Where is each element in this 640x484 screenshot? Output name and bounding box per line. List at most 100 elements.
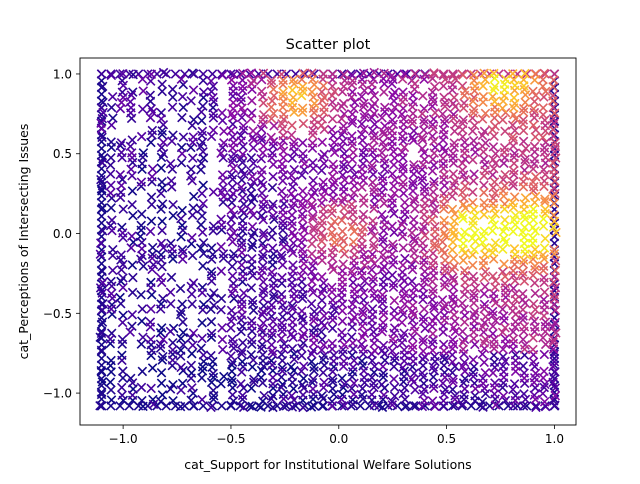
scatter-point <box>236 182 247 193</box>
scatter-point <box>158 119 169 130</box>
scatter-point <box>369 231 379 241</box>
scatter-point <box>447 204 458 215</box>
scatter-point <box>548 334 559 345</box>
scatter-point <box>550 141 561 152</box>
scatter-point <box>357 383 368 394</box>
scatter-point <box>359 301 370 311</box>
scatter-point <box>298 321 308 331</box>
scatter-point <box>287 371 297 382</box>
scatter-point <box>419 352 430 362</box>
scatter-point <box>186 142 196 153</box>
scatter-point <box>338 98 349 109</box>
scatter-point <box>469 298 479 308</box>
scatter-point <box>176 74 187 84</box>
scatter-point <box>450 390 460 401</box>
scatter-point <box>317 345 327 355</box>
scatter-point <box>187 289 197 299</box>
scatter-point <box>176 157 187 168</box>
scatter-point <box>417 172 428 182</box>
scatter-point <box>417 135 428 145</box>
scatter-point <box>519 210 530 221</box>
scatter-point <box>409 194 420 204</box>
scatter-point <box>389 227 399 238</box>
scatter-point <box>379 154 389 164</box>
scatter-point <box>440 231 451 241</box>
scatter-point <box>378 372 389 382</box>
scatter-point <box>176 213 186 224</box>
scatter-point <box>355 401 366 411</box>
scatter-point <box>359 124 369 135</box>
scatter-point <box>217 170 228 180</box>
scatter-point <box>528 222 538 233</box>
scatter-point <box>229 283 239 294</box>
scatter-point <box>418 337 429 348</box>
x-axis-ticks: −1.0 −0.5 0.0 0.5 1.0 <box>109 425 564 446</box>
scatter-point <box>317 295 327 306</box>
scatter-point <box>156 238 167 249</box>
scatter-point <box>176 333 186 344</box>
scatter-point <box>339 81 349 92</box>
scatter-point <box>480 367 491 378</box>
scatter-point <box>429 148 439 158</box>
scatter-point <box>337 215 347 226</box>
scatter-point <box>198 180 209 191</box>
scatter-point <box>96 211 107 221</box>
scatter-point <box>247 339 257 349</box>
scatter-point <box>156 142 167 153</box>
scatter-point <box>449 298 460 308</box>
scatter-point <box>178 102 189 113</box>
scatter-point <box>530 132 541 142</box>
scatter-point <box>348 237 359 247</box>
scatter-point <box>96 387 107 398</box>
scatter-point <box>450 74 460 84</box>
scatter-point <box>387 70 397 81</box>
scatter-point <box>549 108 560 118</box>
scatter-point <box>258 293 268 304</box>
scatter-point <box>468 371 479 382</box>
scatter-point <box>359 366 369 376</box>
scatter-point <box>458 213 468 224</box>
scatter-point <box>157 177 167 187</box>
scatter-point <box>227 390 238 400</box>
scatter-point <box>106 385 116 395</box>
scatter-point <box>339 154 350 164</box>
scatter-point <box>489 163 499 174</box>
scatter-point <box>417 368 428 378</box>
scatter-point <box>145 112 156 123</box>
scatter-point <box>97 158 108 168</box>
scatter-point <box>217 115 228 126</box>
scatter-point <box>158 148 169 159</box>
scatter-point <box>156 114 166 124</box>
scatter-point <box>400 253 410 264</box>
scatter-point <box>479 226 490 237</box>
scatter-point <box>418 91 428 101</box>
scatter-point <box>347 118 358 128</box>
scatter-point <box>338 121 349 131</box>
scatter-point <box>549 248 560 259</box>
scatter-point <box>226 316 236 326</box>
scatter-point <box>319 158 329 169</box>
scatter-point <box>258 98 269 108</box>
scatter-point <box>499 147 510 157</box>
scatter-point <box>237 81 248 92</box>
scatter-point <box>360 276 370 286</box>
scatter-point <box>126 148 137 158</box>
scatter-point <box>530 368 541 379</box>
scatter-point <box>237 112 247 123</box>
scatter-point <box>520 157 530 168</box>
scatter-point <box>136 220 146 231</box>
scatter-point <box>278 401 289 412</box>
scatter-point <box>208 187 219 197</box>
scatter-point <box>518 119 528 129</box>
scatter-point <box>117 317 128 328</box>
scatter-point <box>197 227 208 238</box>
scatter-point <box>339 356 349 366</box>
scatter-point <box>347 222 357 232</box>
scatter-point <box>357 306 368 317</box>
scatter-point <box>297 284 308 294</box>
scatter-point <box>439 300 450 311</box>
scatter-point <box>327 374 338 384</box>
scatter-point <box>460 277 470 288</box>
scatter-point <box>448 401 458 411</box>
scatter-point <box>127 390 138 400</box>
